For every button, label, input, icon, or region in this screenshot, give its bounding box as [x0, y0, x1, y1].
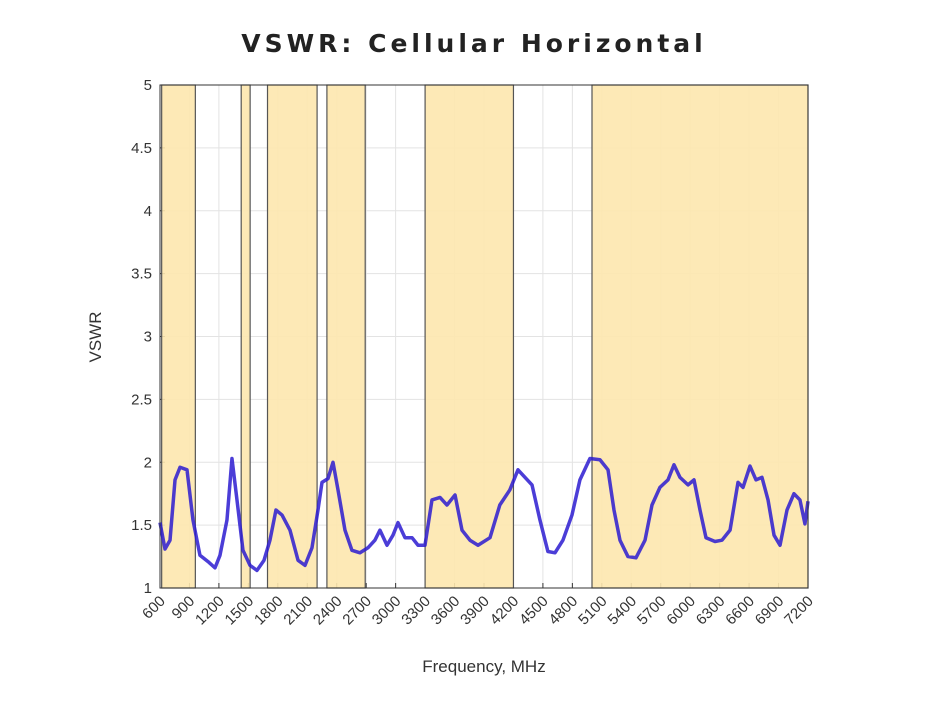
- x-tick-label: 6900: [752, 593, 788, 629]
- x-tick-label: 2100: [280, 593, 316, 629]
- y-tick-label: 2.5: [131, 391, 152, 408]
- x-axis-label: Frequency, MHz: [422, 657, 545, 676]
- x-tick-label: 5400: [604, 593, 640, 629]
- x-tick-label: 4200: [487, 593, 523, 629]
- x-tick-label: 7200: [781, 593, 817, 629]
- data-line: [158, 456, 810, 573]
- band: [326, 84, 366, 589]
- y-axis-label: VSWR: [86, 312, 105, 363]
- x-tick-label: 600: [139, 593, 169, 623]
- x-tick-label: 2700: [339, 593, 375, 629]
- x-tick-label: 3300: [398, 593, 434, 629]
- x-tick-label: 4800: [546, 593, 582, 629]
- band: [424, 84, 515, 589]
- y-tick-label: 1: [144, 580, 152, 597]
- x-tick-label: 3000: [369, 593, 405, 629]
- chart-title: VSWR: Cellular Horizontal: [241, 29, 707, 58]
- x-tick-label: 1500: [222, 593, 258, 629]
- band: [161, 84, 196, 589]
- x-tick-label: 4500: [516, 593, 552, 629]
- x-tick-label: 6600: [722, 593, 758, 629]
- y-tick-label: 4.5: [131, 140, 152, 157]
- y-tick-label: 4: [144, 203, 152, 220]
- x-tick-label: 5100: [575, 593, 611, 629]
- y-tick-label: 2: [144, 454, 152, 471]
- x-tick-label: 6300: [693, 593, 729, 629]
- y-tick-label: 3: [144, 329, 152, 346]
- x-tick-label: 6000: [663, 593, 699, 629]
- x-tick-label: 1800: [251, 593, 287, 629]
- plot-border: [159, 84, 809, 589]
- band: [266, 84, 318, 589]
- y-tick-label: 3.5: [131, 266, 152, 283]
- y-tick-label: 5: [144, 77, 152, 94]
- band: [240, 84, 251, 589]
- x-tick-label: 3900: [457, 593, 493, 629]
- x-tick-label: 1200: [192, 593, 228, 629]
- x-tick-label: 5700: [634, 593, 670, 629]
- x-tick-label: 3600: [428, 593, 464, 629]
- y-tick-label: 1.5: [131, 517, 152, 534]
- x-tick-label: 2400: [310, 593, 346, 629]
